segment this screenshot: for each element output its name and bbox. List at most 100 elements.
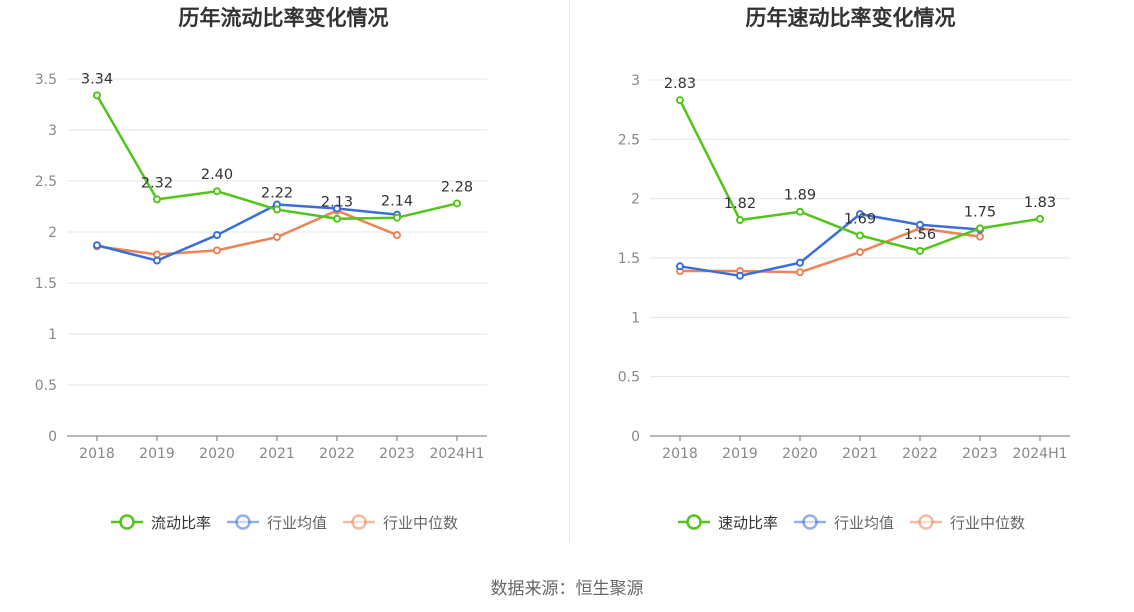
legend-marker xyxy=(235,514,251,530)
data-label: 2.28 xyxy=(441,179,473,195)
data-point xyxy=(153,195,161,204)
legend-marker xyxy=(802,514,818,530)
data-label: 1.83 xyxy=(1024,195,1056,211)
data-point xyxy=(273,205,281,214)
data-label: 2.40 xyxy=(201,167,233,183)
legend: 速动比率 行业均值 行业中位数 xyxy=(567,510,1134,534)
data-point xyxy=(796,258,804,267)
data-label: 1.89 xyxy=(784,188,816,204)
data-label: 2.32 xyxy=(141,175,173,191)
data-point xyxy=(153,256,161,265)
y-tick-label: 2 xyxy=(631,192,640,208)
data-point xyxy=(453,199,461,208)
data-point xyxy=(213,231,221,240)
legend-label: 速动比率 xyxy=(717,513,778,532)
x-tick-label: 2020 xyxy=(199,446,235,462)
y-tick-label: 3 xyxy=(48,123,57,139)
data-point xyxy=(93,91,101,100)
data-label: 1.75 xyxy=(964,204,996,220)
current-ratio-plot: 0 0.5 1 1.5 2 2.5 3 3.5 2018 2019 2020 2021 2022 2023… xyxy=(35,71,487,462)
x-tick-label: 2024H1 xyxy=(429,446,484,462)
data-label: 1.69 xyxy=(844,211,876,227)
legend-item[interactable]: 行业中位数 xyxy=(908,512,1025,533)
data-point xyxy=(676,262,684,271)
x-tick-label: 2022 xyxy=(902,446,938,462)
x-tick-label: 2020 xyxy=(782,446,818,462)
y-tick-label: 0.5 xyxy=(618,370,640,386)
x-tick-label: 2019 xyxy=(722,446,758,462)
series-line xyxy=(96,203,398,262)
series-line xyxy=(680,227,981,274)
data-point xyxy=(333,204,341,213)
data-label: 3.34 xyxy=(81,71,113,87)
legend-marker xyxy=(918,514,934,530)
chart-title: 历年速动比率变化情况 xyxy=(745,6,956,30)
data-point xyxy=(393,213,401,222)
quick-ratio-chart: 历年速动比率变化情况 0 0.5 1 1.5 2 2.5 3 2018 2019 2020 2021… xyxy=(567,0,1134,545)
data-point xyxy=(213,246,221,255)
data-point xyxy=(333,214,341,223)
x-tick-label: 2023 xyxy=(962,446,998,462)
legend-swatch xyxy=(793,514,826,530)
data-point xyxy=(1036,214,1044,223)
series-line xyxy=(678,99,1041,253)
y-tick-label: 1.5 xyxy=(618,251,640,267)
y-tick-label: 0 xyxy=(48,429,57,445)
legend-swatch xyxy=(343,514,375,530)
x-tick-label: 2019 xyxy=(139,446,175,462)
legend-swatch xyxy=(910,514,942,530)
data-point xyxy=(916,220,924,229)
data-point xyxy=(976,232,984,241)
data-point xyxy=(736,271,744,280)
y-tick-label: 0.5 xyxy=(35,378,57,394)
data-point xyxy=(796,268,804,277)
legend-label: 行业中位数 xyxy=(950,513,1026,532)
legend-item[interactable]: 流动比率 xyxy=(109,512,211,533)
legend-swatch xyxy=(226,514,259,530)
x-tick-label: 2024H1 xyxy=(1012,446,1067,462)
legend-marker xyxy=(686,514,702,530)
data-label: 2.83 xyxy=(664,76,696,92)
quick-ratio-plot: 0 0.5 1 1.5 2 2.5 3 2018 2019 2020 2021 2022 2023 202… xyxy=(618,73,1070,462)
data-point xyxy=(736,216,744,225)
y-tick-label: 3.5 xyxy=(35,72,57,88)
legend-item[interactable]: 行业中位数 xyxy=(341,512,458,533)
y-tick-label: 1 xyxy=(631,310,640,326)
legend-swatch xyxy=(677,514,710,530)
x-tick-label: 2018 xyxy=(79,446,115,462)
y-tick-label: 2 xyxy=(48,225,57,241)
data-label: 2.22 xyxy=(261,186,293,202)
data-point xyxy=(856,210,864,219)
data-point xyxy=(93,241,101,250)
legend: 流动比率 行业均值 行业中位数 xyxy=(0,510,567,534)
series-line xyxy=(679,212,981,278)
data-point xyxy=(213,187,221,196)
x-tick-label: 2021 xyxy=(259,446,295,462)
y-tick-label: 2.5 xyxy=(35,174,57,190)
data-point xyxy=(856,248,864,257)
data-point xyxy=(393,231,401,240)
current-ratio-chart: 历年流动比率变化情况 0 0.5 1 1.5 2 2.5 3 3.5 2018 2019 2020 2… xyxy=(0,0,567,545)
series-line xyxy=(96,209,398,256)
y-tick-label: 0 xyxy=(631,429,640,445)
data-point xyxy=(273,233,281,242)
y-tick-label: 2.5 xyxy=(618,132,640,148)
data-label: 1.82 xyxy=(724,196,756,212)
x-tick-label: 2021 xyxy=(842,446,878,462)
x-tick-label: 2022 xyxy=(319,446,355,462)
data-source-footer: 数据来源：恒生聚源 xyxy=(490,579,644,599)
data-point xyxy=(153,250,161,259)
divider xyxy=(569,0,570,542)
data-label: 2.13 xyxy=(321,195,353,211)
legend-item[interactable]: 行业均值 xyxy=(225,512,327,533)
legend-item[interactable]: 行业均值 xyxy=(792,512,894,533)
data-point xyxy=(856,231,864,240)
data-point xyxy=(916,246,924,255)
data-point xyxy=(676,96,684,105)
y-tick-label: 3 xyxy=(631,73,640,89)
legend-item[interactable]: 速动比率 xyxy=(676,512,778,533)
x-tick-label: 2023 xyxy=(379,446,415,462)
legend-label: 行业均值 xyxy=(266,513,327,532)
legend-label: 行业中位数 xyxy=(383,513,459,532)
legend-marker xyxy=(119,514,135,530)
